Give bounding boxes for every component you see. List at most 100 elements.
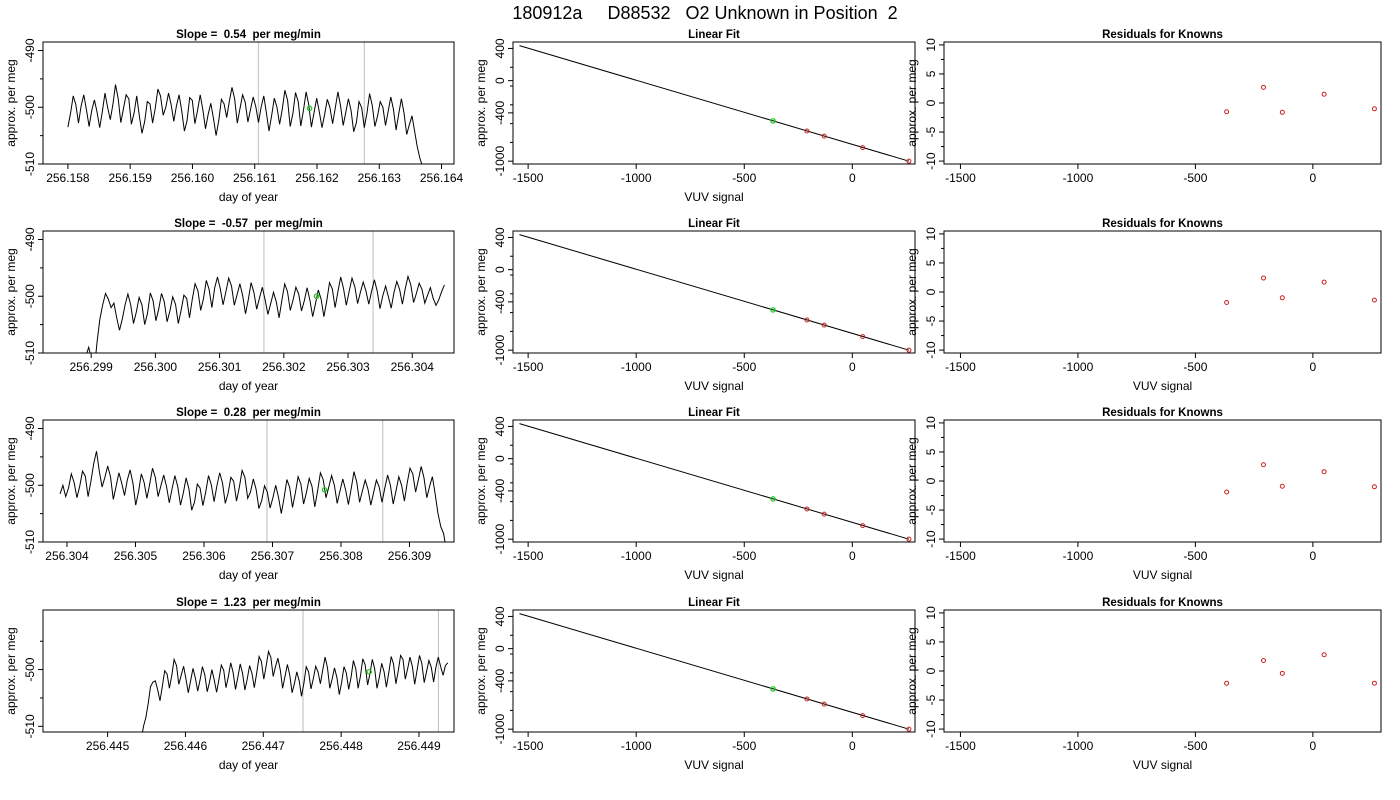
- chart-12-residuals-panel: -1500 -1000 -500 0 10 5 0 -5 -10 Residuals for Kn…: [905, 597, 1382, 772]
- chart-9-ytick-label-2: 5: [924, 448, 938, 455]
- chart-8-known-point-1: [804, 506, 810, 512]
- chart-2-xtick-label-4: 0: [849, 171, 856, 185]
- chart-1-xtick-label-6: 256.163: [358, 171, 402, 185]
- chart-10-xlabel: day of year: [219, 758, 278, 772]
- chart-4-plot-frame: [42, 230, 455, 354]
- chart-11-ytick-label-4: -1000: [493, 714, 507, 745]
- chart-1-series-line-1: [67, 84, 423, 164]
- chart-2-plot-frame: [512, 41, 916, 165]
- chart-3-xtick-label-2: -1000: [1063, 171, 1094, 185]
- chart-4-xtick-label-1: 256.299: [69, 360, 113, 374]
- chart-5-ytick-label-1: 400: [493, 227, 507, 247]
- chart-4-timeseries-panel: 256.299 256.300 256.301 256.302 256.303 256.3…: [4, 218, 455, 393]
- chart-7-unknown-point: [321, 486, 328, 493]
- chart-7-timeseries-panel: 256.304 256.305 256.306 256.307 256.308 256.3…: [4, 407, 455, 582]
- chart-4-xtick-label-6: 256.304: [391, 360, 435, 374]
- chart-10-ytick-label-2: -510: [23, 714, 37, 738]
- chart-1-timeseries-panel: 256.158 256.159 256.160 256.161 256.162 256.1…: [4, 29, 464, 204]
- chart-1-xtick-label-4: 256.161: [233, 171, 277, 185]
- chart-10-plot-frame: [42, 609, 455, 733]
- chart-2-unknown-point: [770, 118, 776, 124]
- chart-2-marks: [519, 45, 912, 164]
- chart-7-ytick-label-3: -510: [23, 530, 37, 554]
- chart-6-residual-point-4: [1321, 279, 1327, 285]
- chart-3-residual-point-4: [1321, 91, 1327, 97]
- chart-11-xlabel: VUV signal: [684, 758, 743, 772]
- chart-12-xtick-label-1: -1500: [945, 739, 976, 753]
- chart-4-ylabel: approx. per meg: [4, 248, 18, 335]
- chart-9-ytick-label-1: 10: [924, 416, 938, 430]
- chart-11-marks: [519, 613, 912, 732]
- chart-10-marks: [142, 610, 449, 732]
- chart-12-xtick-label-2: -1000: [1063, 739, 1094, 753]
- chart-6-residual-point-3: [1279, 295, 1285, 301]
- chart-1-xtick-label-1: 256.158: [46, 171, 90, 185]
- chart-2-ylabel: approx. per meg: [474, 59, 488, 146]
- chart-9-residuals-panel: -1500 -1000 -500 0 10 5 0 -5 -10 Residuals for Kn…: [905, 407, 1382, 582]
- chart-5-xtick-label-3: -500: [732, 360, 756, 374]
- chart-8-ytick-label-1: 400: [493, 416, 507, 436]
- chart-12-ylabel: approx. per meg: [905, 627, 919, 714]
- chart-6-ylabel: approx. per meg: [905, 248, 919, 335]
- chart-11-ylabel: approx. per meg: [474, 627, 488, 714]
- chart-5-known-point-2: [821, 322, 827, 328]
- chart-10-xtick-label-2: 256.446: [164, 739, 208, 753]
- chart-9-plot-frame: [943, 419, 1382, 543]
- chart-8-ytick-label-2: 0: [493, 455, 507, 462]
- chart-8-xtick-label-1: -1500: [513, 549, 544, 563]
- chart-1-xtick-label-3: 256.160: [171, 171, 215, 185]
- chart-9-marks: [1224, 462, 1377, 495]
- chart-3-residual-point-1: [1224, 109, 1230, 115]
- chart-1-xtick-label-7: 256.164: [420, 171, 464, 185]
- chart-12-ytick-label-1: 10: [924, 606, 938, 620]
- chart-6-residual-point-2: [1261, 275, 1267, 281]
- chart-7-xtick-label-5: 256.308: [319, 549, 363, 563]
- chart-5-title: Linear Fit: [688, 218, 740, 230]
- chart-2-xlabel: VUV signal: [684, 190, 743, 204]
- chart-4-ytick-label-1: -490: [23, 227, 37, 251]
- chart-2-xtick-label-1: -1500: [513, 171, 544, 185]
- chart-7-series-line-1: [59, 451, 446, 542]
- chart-8-xtick-label-4: 0: [849, 549, 856, 563]
- chart-10-xtick-label-5: 256.449: [397, 739, 441, 753]
- chart-8-title: Linear Fit: [688, 407, 740, 419]
- chart-10-unknown-point: [366, 669, 373, 675]
- chart-2-known-point-2: [821, 133, 827, 139]
- chart-2-linear-fit-panel: -1500 -1000 -500 0 400 0 -400 -1000 Linear Fit VU…: [474, 29, 916, 204]
- chart-7-ylabel: approx. per meg: [4, 437, 18, 524]
- chart-5-ytick-label-2: 0: [493, 266, 507, 273]
- chart-3-residual-point-5: [1371, 106, 1377, 112]
- chart-11-known-point-4: [906, 726, 912, 732]
- chart-4-xtick-label-3: 256.301: [198, 360, 242, 374]
- chart-6-xtick-label-3: -500: [1183, 360, 1207, 374]
- chart-4-marks: [86, 231, 445, 353]
- chart-10-xtick-label-4: 256.448: [319, 739, 363, 753]
- chart-9-residual-point-2: [1261, 462, 1267, 468]
- chart-7-xtick-label-2: 256.305: [114, 549, 158, 563]
- chart-7-xtick-label-6: 256.309: [388, 549, 432, 563]
- chart-12-xtick-label-3: -500: [1183, 739, 1207, 753]
- chart-6-ytick-label-1: 10: [924, 227, 938, 241]
- chart-11-title: Linear Fit: [688, 597, 740, 609]
- chart-9-ytick-label-3: 0: [924, 477, 938, 484]
- chart-10-title: Slope = 1.23 per meg/min: [176, 597, 321, 609]
- chart-2-ytick-label-4: -1000: [493, 146, 507, 177]
- chart-12-residual-point-5: [1371, 680, 1377, 686]
- chart-12-residual-point-1: [1224, 680, 1230, 686]
- panel-grid: 256.158 256.159 256.160 256.161 256.162 256.1…: [4, 29, 1382, 772]
- chart-9-title: Residuals for Knowns: [1102, 407, 1223, 419]
- chart-1-plot-frame: [42, 41, 455, 165]
- chart-8-linear-fit-panel: -1500 -1000 -500 0 400 0 -400 -1000 Linear Fit VU…: [474, 407, 916, 582]
- chart-9-ylabel: approx. per meg: [905, 437, 919, 524]
- chart-3-xtick-label-3: -500: [1183, 171, 1207, 185]
- chart-8-plot-frame: [512, 419, 916, 543]
- chart-4-xtick-label-5: 256.303: [326, 360, 370, 374]
- chart-6-marks: [1224, 275, 1377, 305]
- chart-8-ylabel: approx. per meg: [474, 437, 488, 524]
- chart-5-unknown-point: [770, 307, 776, 313]
- chart-11-ytick-label-1: 400: [493, 606, 507, 626]
- chart-6-ytick-label-3: 0: [924, 288, 938, 295]
- chart-2-known-point-4: [906, 158, 912, 164]
- chart-12-marks: [1224, 652, 1377, 686]
